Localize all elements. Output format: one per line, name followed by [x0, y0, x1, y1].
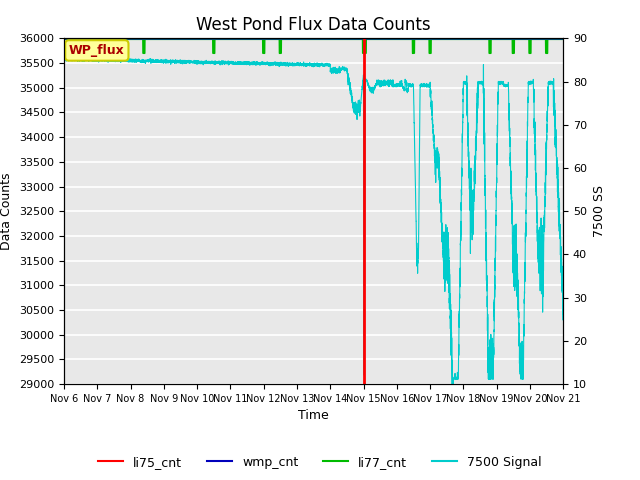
Legend: li75_cnt, wmp_cnt, li77_cnt, 7500 Signal: li75_cnt, wmp_cnt, li77_cnt, 7500 Signal: [93, 451, 547, 474]
X-axis label: Time: Time: [298, 409, 329, 422]
Y-axis label: Data Counts: Data Counts: [1, 172, 13, 250]
Title: West Pond Flux Data Counts: West Pond Flux Data Counts: [196, 16, 431, 34]
Text: WP_flux: WP_flux: [69, 44, 125, 57]
Y-axis label: 7500 SS: 7500 SS: [593, 185, 605, 237]
